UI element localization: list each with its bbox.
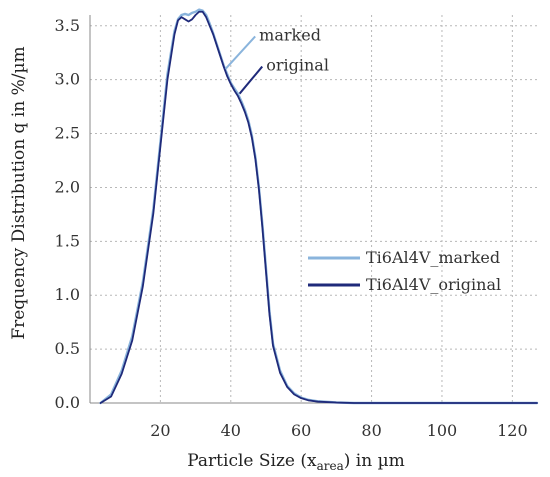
y-tick-label: 0.5 (55, 339, 80, 358)
x-tick-label: 100 (427, 421, 458, 440)
annotation-leader-original (238, 65, 263, 95)
y-tick-label: 1.0 (55, 285, 80, 304)
y-tick-label: 0.0 (55, 393, 80, 412)
annotations: marked original (224, 25, 329, 95)
y-axis-title: Frequency Distribution q in %/µm (9, 46, 29, 339)
y-tick-label: 3.5 (55, 16, 80, 35)
legend-label-ti6al4v-original: Ti6Al4V_original (366, 275, 501, 294)
legend-label-ti6al4v-marked: Ti6Al4V_marked (366, 248, 500, 267)
x-tick-label: 20 (150, 421, 170, 440)
y-tick-label: 2.0 (55, 177, 80, 196)
annotation-label-original: original (266, 56, 329, 75)
series-lines (99, 8, 539, 405)
x-axis-title: Particle Size (xarea) in µm (187, 451, 405, 473)
x-axis-title-subscript: area (317, 459, 344, 473)
legend: Ti6Al4V_marked Ti6Al4V_original (308, 248, 501, 294)
y-tick-label: 3.0 (55, 70, 80, 89)
tick-labels: 20 40 60 80 100 120 0.0 0.5 1.0 1.5 2.0 2.5 3.0 3.5 (55, 16, 528, 440)
x-tick-label: 120 (497, 421, 528, 440)
x-axis-title-end: ) in µm (344, 451, 405, 471)
y-tick-label: 1.5 (55, 231, 80, 250)
x-axis-title-main: Particle Size (x (187, 451, 317, 471)
x-tick-label: 80 (361, 421, 381, 440)
x-tick-label: 40 (221, 421, 241, 440)
y-tick-label: 2.5 (55, 124, 80, 143)
series-line-ti6al4v-original (99, 10, 538, 404)
x-tick-label: 60 (291, 421, 311, 440)
annotation-label-marked: marked (259, 25, 321, 44)
annotation-leader-marked (224, 35, 256, 70)
